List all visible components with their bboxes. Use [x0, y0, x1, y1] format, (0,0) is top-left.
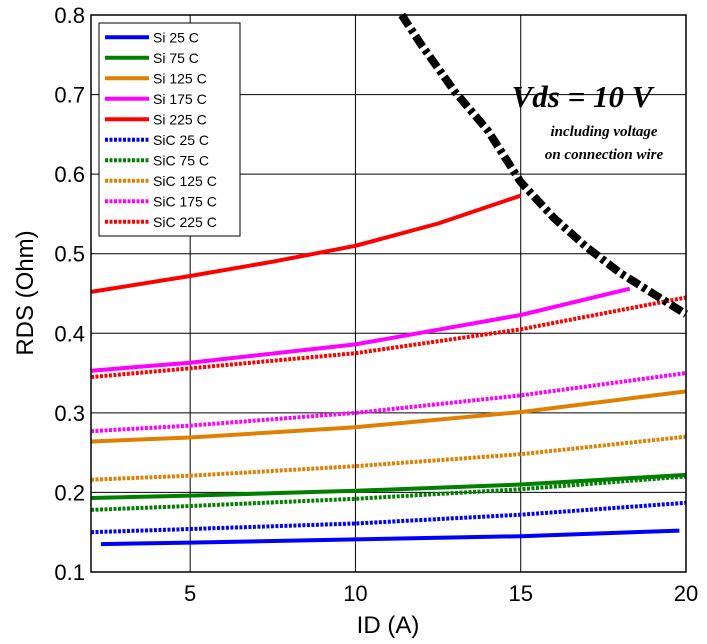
x-tick-labels: 5 10 15 20	[184, 581, 698, 606]
boundary-line	[398, 12, 689, 318]
legend-label-3: Si 175 C	[153, 91, 207, 107]
legend-label-8: SiC 175 C	[153, 193, 217, 209]
y-tick-label-5: 0.6	[54, 162, 85, 187]
legend-label-4: Si 225 C	[153, 111, 207, 127]
y-axis-title: RDS (Ohm)	[12, 230, 39, 355]
annotation-including-voltage: including voltage	[550, 124, 657, 140]
x-tick-label-2: 15	[508, 581, 532, 606]
y-tick-label-2: 0.3	[54, 401, 85, 426]
x-tick-label-0: 5	[184, 581, 196, 606]
y-tick-label-3: 0.4	[54, 321, 85, 346]
vds-boundary	[398, 12, 689, 318]
annotation-vds: Vds = 10 V	[512, 79, 655, 114]
y-tick-label-1: 0.2	[54, 480, 85, 505]
legend-label-2: Si 125 C	[153, 70, 207, 86]
x-axis-title: ID (A)	[357, 612, 420, 639]
legend-label-1: Si 75 C	[153, 50, 199, 66]
series-line-9	[90, 295, 687, 380]
y-tick-label-7: 0.8	[54, 3, 85, 28]
y-tick-label-4: 0.5	[54, 242, 85, 267]
legend-label-9: SiC 225 C	[153, 214, 217, 230]
legend-label-0: Si 25 C	[153, 29, 199, 45]
legend: Si 25 C Si 75 C Si 125 C Si 175 C Si 225 C Si…	[98, 22, 241, 237]
series-line-1	[90, 472, 687, 500]
y-tick-label-6: 0.7	[54, 83, 85, 108]
annotation-connection-wire: on connection wire	[545, 147, 664, 163]
legend-label-5: SiC 25 C	[153, 132, 209, 148]
y-tick-labels: 0.1 0.2 0.3 0.4 0.5 0.6 0.7 0.8	[54, 3, 85, 585]
series-line-2	[90, 389, 687, 444]
series-line-3	[90, 286, 631, 373]
plot-frame	[90, 14, 687, 573]
x-tick-label-1: 10	[343, 581, 367, 606]
legend-label-6: SiC 75 C	[153, 152, 209, 168]
x-tick-label-3: 20	[674, 581, 698, 606]
series-line-8	[90, 371, 687, 434]
series-line-4	[90, 193, 522, 294]
y-tick-label-0: 0.1	[54, 560, 85, 585]
series-line-0	[100, 528, 680, 547]
legend-label-7: SiC 125 C	[153, 173, 217, 189]
data-series	[90, 193, 687, 547]
